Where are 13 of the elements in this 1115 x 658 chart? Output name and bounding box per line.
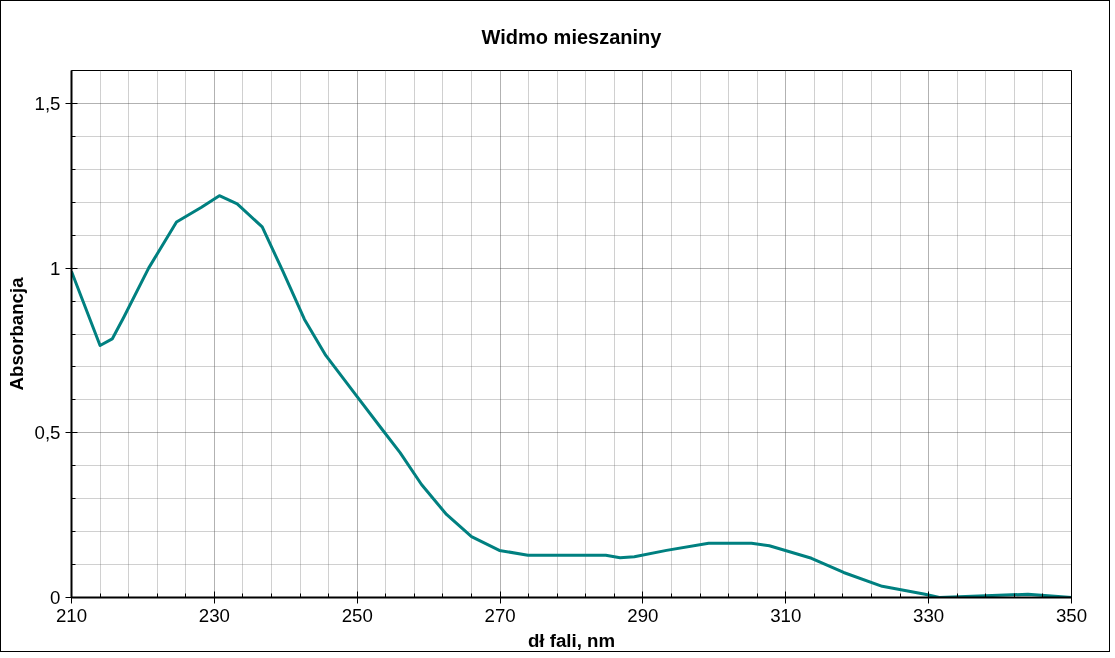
x-tick-label: 350 — [1055, 604, 1088, 626]
x-axis-title: dł fali, nm — [527, 629, 616, 651]
y-tick-label: 1 — [50, 257, 61, 279]
chart-title: Widmo mieszaniny — [481, 26, 663, 48]
x-tick-label: 230 — [198, 604, 230, 626]
x-tick-label: 310 — [770, 604, 802, 626]
x-tick-label: 330 — [913, 604, 945, 626]
y-tick-label: 0,5 — [34, 422, 61, 444]
x-tick-label: 250 — [341, 604, 373, 626]
y-tick-label: 1,5 — [34, 92, 61, 114]
x-tick-label: 290 — [627, 604, 659, 626]
y-axis-title: Absorbancja — [5, 276, 27, 391]
x-tick-label: 270 — [484, 604, 516, 626]
